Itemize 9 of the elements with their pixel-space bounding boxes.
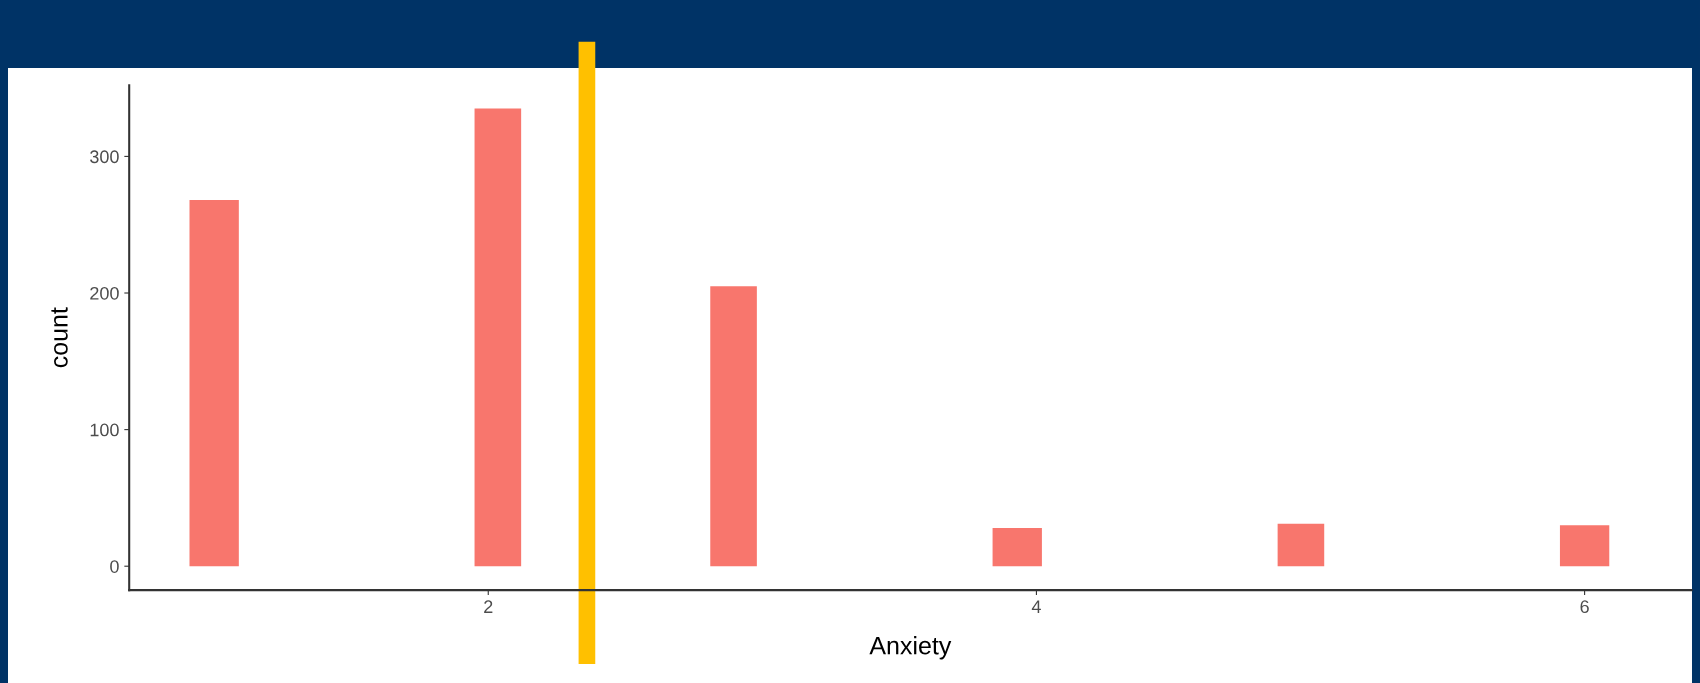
y-tick-label: 200 [90,286,119,300]
y-tick-label: 0 [110,560,119,573]
y-axis-title: count [51,307,68,368]
x-tick-label: 6 [1580,600,1589,614]
x-tick-label: 2 [484,600,493,613]
y-tick-label: 300 [90,150,119,164]
x-axis-title: Anxiety [869,636,952,660]
y-tick-label: 100 [90,423,119,437]
x-tick-label: 4 [1031,600,1041,613]
